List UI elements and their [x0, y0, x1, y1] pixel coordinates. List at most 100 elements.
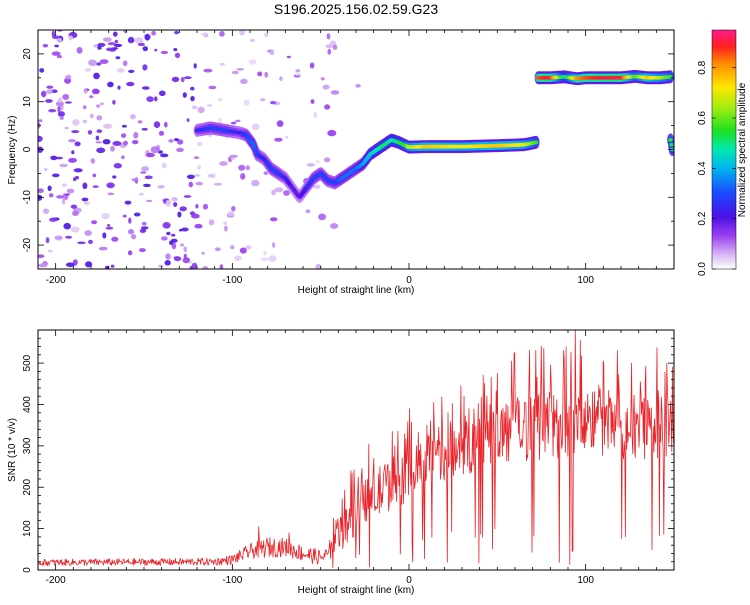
spectrogram-noise-cell: [51, 30, 56, 38]
spectrogram-noise-cell: [139, 228, 147, 233]
spectrogram-noise-cell: [112, 141, 122, 146]
spectrogram-noise-cell: [171, 233, 176, 237]
spectrogram-noise-cell: [279, 76, 283, 81]
spectrogram-noise-cell: [324, 157, 331, 163]
spectrogram-noise-cell: [330, 90, 340, 95]
spectrogram-noise-cell: [50, 155, 58, 161]
spectrogram-noise-cell: [238, 164, 246, 171]
spectrogram-y-tick-label: 10: [22, 96, 33, 108]
spectrogram-noise-cell: [62, 183, 67, 187]
spectrogram-noise-cell: [68, 139, 76, 143]
spectrogram-noise-cell: [240, 78, 248, 85]
colorbar-label: Normalized spectral amplitude: [737, 82, 748, 217]
spectrogram-noise-cell: [269, 50, 275, 56]
spectrogram-noise-cell: [168, 139, 174, 143]
spectrogram-noise-cell: [181, 227, 189, 232]
spectrogram-noise-cell: [54, 44, 59, 48]
spectrogram-noise-cell: [92, 173, 97, 178]
spectrogram-noise-cell: [103, 123, 112, 129]
spectrogram-noise-cell: [248, 59, 257, 65]
spectrogram-noise-cell: [239, 247, 247, 254]
spectrogram-noise-cell: [57, 111, 65, 117]
spectrogram-noise-cell: [186, 174, 195, 179]
spectrogram-noise-cell: [194, 174, 201, 177]
spectrogram-x-tick-label: 100: [577, 275, 594, 286]
spectrogram-noise-cell: [214, 247, 221, 252]
spectrogram-noise-cell: [88, 59, 97, 67]
spectrogram-noise-cell: [96, 115, 103, 121]
spectrogram-noise-cell: [73, 177, 76, 182]
spectrogram-noise-cell: [327, 129, 337, 137]
spectrogram-noise-cell: [76, 47, 83, 54]
spectrogram-noise-cell: [315, 263, 322, 269]
spectrogram-noise-cell: [141, 166, 150, 172]
spectrogram-noise-cell: [264, 32, 269, 38]
snr-y-tick-label: 200: [22, 478, 33, 495]
spectrogram-noise-cell: [227, 211, 235, 217]
spectrogram-noise-cell: [154, 96, 158, 102]
spectrogram-noise-cell: [140, 226, 149, 230]
spectrogram-noise-cell: [139, 248, 146, 253]
spectrogram-noise-cell: [160, 153, 169, 158]
spectrogram-noise-cell: [42, 43, 49, 48]
spectrogram-noise-cell: [64, 101, 72, 104]
spectrogram-noise-cell: [269, 217, 278, 222]
spectrogram-noise-cell: [177, 211, 182, 218]
spectrogram-noise-cell: [71, 150, 75, 155]
spectrogram-noise-cell: [208, 174, 214, 178]
spectrogram-noise-cell: [63, 222, 71, 230]
spectrogram-noise-cell: [202, 266, 208, 269]
spectrogram-noise-cell: [241, 30, 245, 36]
spectrogram-trace: [667, 133, 674, 156]
spectrogram-noise-cell: [56, 195, 64, 199]
spectrogram-noise-cell: [89, 95, 94, 99]
spectrogram-noise-cell: [117, 85, 121, 90]
spectrogram-noise-cell: [137, 120, 143, 124]
spectrogram-noise-cell: [158, 90, 166, 97]
spectrogram-noise-cell: [113, 43, 123, 48]
spectrogram-noise-cell: [57, 97, 63, 103]
spectrogram-noise-cell: [223, 221, 228, 226]
spectrogram-noise-cell: [47, 185, 52, 192]
spectrogram-noise-cell: [126, 81, 135, 87]
spectrogram-noise-cell: [83, 88, 88, 94]
colorbar-tick-label: 0.2: [697, 211, 708, 225]
spectrogram-noise-cell: [134, 37, 144, 44]
colorbar-tick-label: 0.6: [697, 111, 708, 125]
spectrogram-noise-cell: [93, 72, 100, 80]
spectrogram-noise-cell: [38, 188, 44, 193]
spectrogram-noise-cell: [230, 245, 235, 250]
spectrogram-noise-cell: [165, 199, 172, 207]
spectrogram-noise-cell: [45, 237, 50, 244]
colorbar-tick-label: 0.0: [697, 262, 708, 276]
spectrogram-noise-cell: [74, 141, 81, 147]
spectrogram-noise-cell: [146, 96, 154, 102]
spectrogram-noise-cell: [72, 210, 79, 216]
spectrogram-noise-cell: [180, 243, 185, 247]
spectrogram-noise-cell: [320, 77, 325, 81]
spectrogram-noise-cell: [140, 171, 147, 174]
spectrogram-noise-cell: [249, 38, 256, 43]
spectrogram-noise-cell: [312, 184, 321, 189]
spectrogram-noise-cell: [236, 68, 245, 71]
spectrogram-noise-cell: [113, 31, 118, 37]
spectrogram-noise-cell: [123, 140, 128, 146]
spectrogram-noise-cell: [112, 99, 116, 105]
spectrogram-noise-cell: [39, 68, 45, 73]
spectrogram-noise-cell: [73, 168, 83, 173]
spectrogram-noise-cell: [133, 212, 141, 217]
spectrogram-noise-cell: [142, 46, 148, 52]
spectrogram-noise-cell: [130, 114, 136, 120]
spectrogram-noise-cell: [110, 264, 115, 268]
spectrogram-noise-cell: [263, 171, 269, 176]
spectrogram-x-tick-label: 0: [406, 275, 412, 286]
spectrogram-noise-cell: [43, 208, 50, 214]
spectrogram-noise-cell: [231, 206, 236, 212]
colorbar-scale: [711, 29, 737, 270]
spectrogram-noise-cell: [330, 223, 339, 229]
spectrogram-noise-cell: [112, 175, 117, 179]
colorbar-tick-label: 0.4: [697, 161, 708, 175]
spectrogram-noise-cell: [66, 188, 75, 194]
spectrogram-noise-cell: [81, 197, 89, 202]
spectrogram-noise-cell: [309, 62, 315, 69]
